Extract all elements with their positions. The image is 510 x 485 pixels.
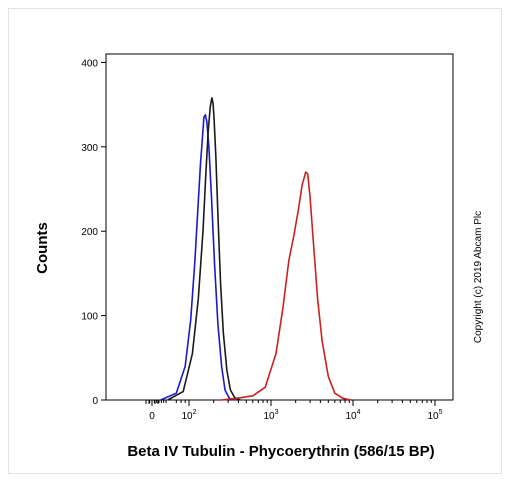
- y-tick-label: 300: [81, 143, 98, 154]
- y-tick-label: 400: [81, 58, 98, 69]
- x-tick-label: 102: [181, 409, 196, 422]
- y-axis-label: Counts: [34, 222, 51, 274]
- y-tick-label: 100: [81, 312, 98, 323]
- histogram-chart: 0 100 200 300 400 0 102 103 104 105 Counts Beta …: [34, 53, 484, 460]
- x-tick-label: 0: [149, 411, 155, 422]
- histogram-series-1: [160, 114, 235, 401]
- chart-frame: 0 100 200 300 400 0 102 103 104 105 Counts Beta …: [8, 8, 502, 474]
- histogram-series-3: [221, 171, 352, 401]
- copyright-annotation: Copyright (c) 2019 Abcam Plc: [473, 211, 484, 343]
- histogram-series-2: [167, 97, 241, 401]
- plot-area: [105, 53, 454, 401]
- x-tick-label: 104: [345, 409, 360, 422]
- x-tick-label: 103: [263, 409, 278, 422]
- y-tick-label: 200: [81, 227, 98, 238]
- x-tick-label: 105: [427, 409, 442, 422]
- y-tick-label: 0: [92, 396, 98, 407]
- x-axis-label: Beta IV Tubulin - Phycoerythrin (586/15 …: [127, 443, 434, 460]
